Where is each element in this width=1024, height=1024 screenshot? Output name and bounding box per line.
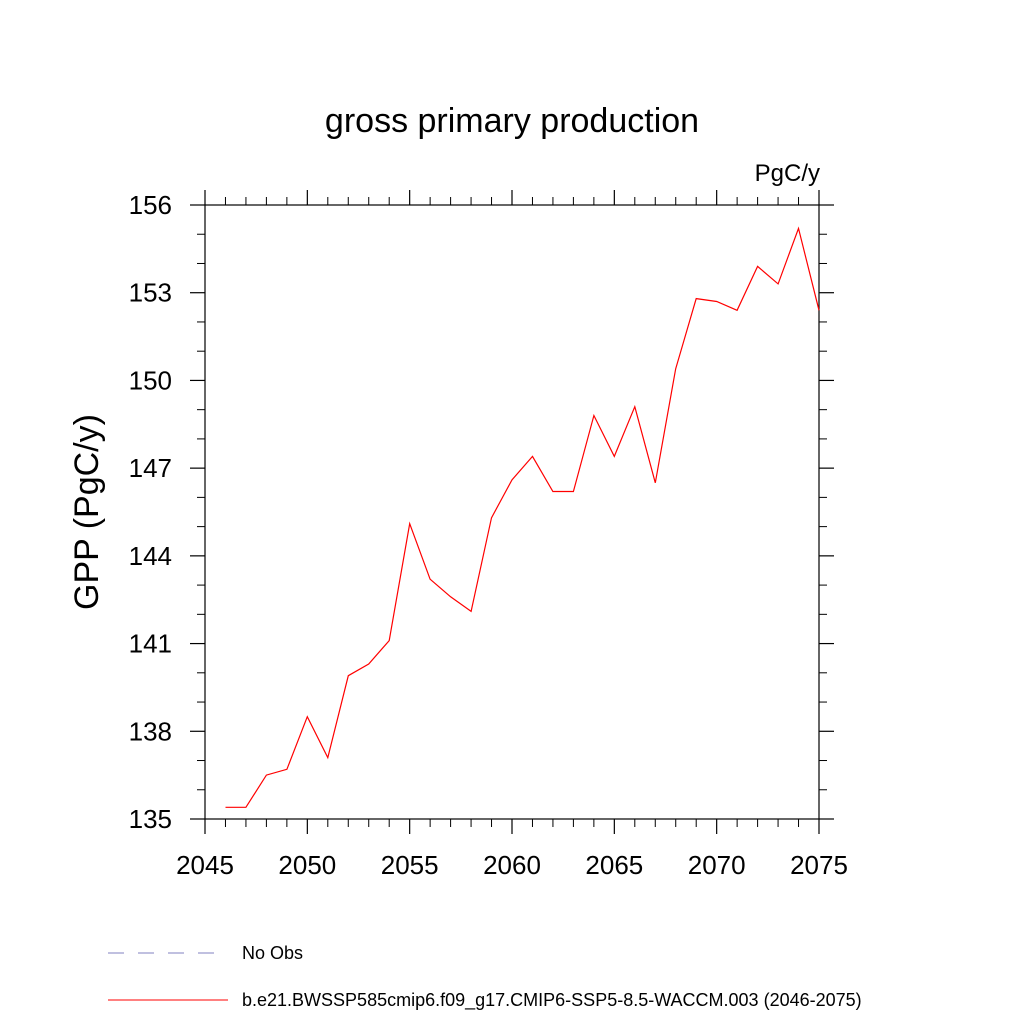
axis-ticks (190, 190, 834, 834)
data-point (552, 491, 553, 492)
data-point (409, 523, 410, 524)
data-point (675, 368, 676, 369)
x-tick-label: 2070 (688, 850, 746, 880)
y-tick-label: 135 (129, 804, 172, 834)
series-layer (225, 226, 820, 808)
x-tick-label: 2075 (790, 850, 848, 880)
y-tick-label: 150 (129, 365, 172, 395)
data-point (777, 283, 778, 284)
x-tick-labels: 2045 2050 2055 2060 2065 2070 2075 (176, 850, 848, 880)
data-point (225, 807, 226, 808)
data-point (307, 716, 308, 717)
data-point (368, 663, 369, 664)
data-point (593, 415, 594, 416)
y-tick-label: 141 (129, 629, 172, 659)
data-point (286, 769, 287, 770)
legend-label-no-obs: No Obs (242, 943, 303, 963)
data-point (716, 301, 717, 302)
x-tick-label: 2045 (176, 850, 234, 880)
y-tick-labels: 135 138 141 144 147 150 153 156 (129, 190, 172, 834)
data-point (696, 298, 697, 299)
data-point (450, 596, 451, 597)
data-point (266, 775, 267, 776)
data-point (348, 675, 349, 676)
units-label: PgC/y (755, 160, 820, 187)
data-point (634, 406, 635, 407)
x-tick-label: 2060 (483, 850, 541, 880)
y-tick-label: 156 (129, 190, 172, 220)
data-point (532, 456, 533, 457)
data-point (470, 611, 471, 612)
chart-title: gross primary production (325, 102, 699, 140)
x-tick-label: 2065 (585, 850, 643, 880)
data-point (818, 310, 819, 311)
data-point (798, 228, 799, 229)
data-point (389, 640, 390, 641)
plot-frame (204, 204, 820, 820)
y-tick-label: 138 (129, 716, 172, 746)
data-point (757, 266, 758, 267)
data-point (430, 579, 431, 580)
series-line-0 (225, 226, 820, 808)
y-tick-label: 147 (129, 453, 172, 483)
data-point (511, 479, 512, 480)
data-point (737, 310, 738, 311)
data-point (245, 807, 246, 808)
x-tick-label: 2050 (278, 850, 336, 880)
y-tick-label: 153 (129, 278, 172, 308)
legend: No Obs b.e21.BWSSP585cmip6.f09_g17.CMIP6… (108, 943, 862, 1011)
data-point (327, 757, 328, 758)
legend-label-model: b.e21.BWSSP585cmip6.f09_g17.CMIP6-SSP5-8… (242, 990, 862, 1011)
y-axis-label: GPP (PgC/y) (68, 414, 106, 610)
y-tick-label: 144 (129, 541, 172, 571)
data-point (573, 491, 574, 492)
data-point (614, 456, 615, 457)
x-tick-label: 2055 (381, 850, 439, 880)
data-point (491, 517, 492, 518)
data-point (655, 482, 656, 483)
